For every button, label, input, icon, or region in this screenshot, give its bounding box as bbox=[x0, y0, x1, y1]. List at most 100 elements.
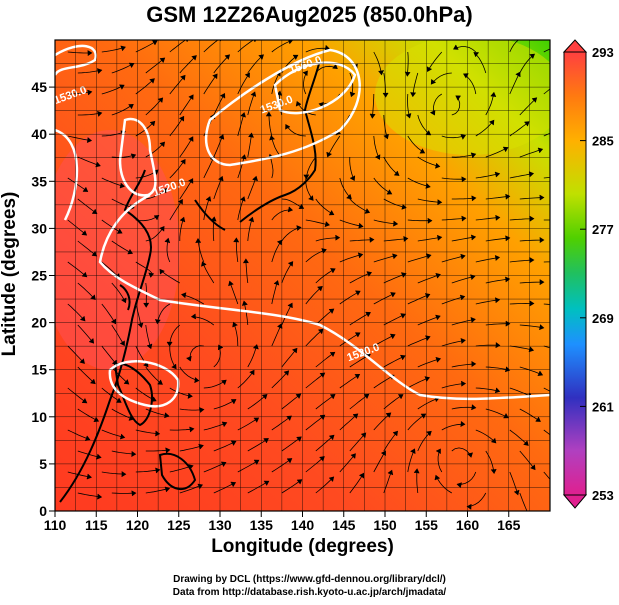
x-tick-label: 160 bbox=[456, 517, 480, 533]
streamline bbox=[77, 69, 102, 74]
streamline bbox=[203, 40, 219, 53]
x-axis-ticks: 110 115 120 125 130 135 140 145 150 155 160 165 bbox=[44, 511, 521, 533]
streamline bbox=[237, 196, 245, 221]
streamline bbox=[543, 48, 550, 53]
streamline-arrow bbox=[283, 370, 290, 376]
streamline bbox=[509, 302, 534, 305]
streamline-arrow bbox=[385, 412, 392, 418]
streamline-arrow bbox=[490, 91, 497, 98]
colorbar-bottom-arrow bbox=[562, 494, 588, 509]
streamline-arrow bbox=[326, 151, 332, 158]
streamline-arrow bbox=[224, 54, 231, 60]
streamline bbox=[543, 429, 550, 436]
streamline-arrow bbox=[128, 103, 134, 109]
streamline-arrow bbox=[164, 237, 171, 244]
streamline bbox=[383, 273, 407, 284]
streamline bbox=[67, 387, 87, 404]
streamline bbox=[383, 72, 387, 97]
streamline-arrow bbox=[365, 311, 371, 317]
y-tick-label: 25 bbox=[31, 268, 47, 284]
streamline bbox=[111, 366, 129, 385]
streamline-arrow bbox=[471, 195, 477, 202]
streamline-arrow bbox=[430, 110, 436, 116]
streamline bbox=[373, 254, 397, 263]
streamline-arrow bbox=[524, 121, 530, 127]
streamline-arrow bbox=[529, 257, 535, 263]
x-tick-label: 120 bbox=[126, 517, 150, 533]
streamline-arrow bbox=[240, 112, 246, 118]
streamline bbox=[441, 217, 466, 221]
streamline-arrow bbox=[523, 440, 529, 446]
streamline-arrow bbox=[430, 79, 436, 85]
y-tick-label: 30 bbox=[31, 220, 47, 236]
streamline-arrow bbox=[565, 507, 570, 512]
streamline bbox=[101, 219, 123, 234]
streamline-arrow bbox=[490, 468, 497, 475]
streamline bbox=[485, 450, 495, 474]
colorbar: 293 285 277 269 261 253 bbox=[562, 39, 614, 509]
streamline-arrow bbox=[398, 394, 404, 399]
streamline bbox=[509, 121, 530, 137]
streamline-arrow bbox=[489, 119, 495, 126]
streamline bbox=[383, 431, 398, 452]
streamline-arrow bbox=[318, 328, 324, 334]
streamline-arrow bbox=[505, 193, 511, 200]
streamline-arrow bbox=[459, 294, 466, 301]
streamline bbox=[519, 148, 543, 158]
streamline-arrow bbox=[494, 387, 501, 394]
streamline-arrow bbox=[248, 216, 254, 223]
streamline-arrow bbox=[293, 54, 299, 60]
streamline bbox=[373, 51, 382, 75]
streamline-arrow bbox=[504, 366, 511, 373]
streamline-arrow bbox=[180, 158, 186, 165]
streamline-arrow bbox=[148, 272, 155, 278]
streamline-arrow bbox=[159, 57, 166, 63]
streamline-arrow bbox=[212, 73, 218, 79]
streamline-arrow bbox=[218, 344, 224, 351]
streamline-arrow bbox=[425, 183, 431, 189]
streamline-arrow bbox=[539, 194, 545, 201]
streamline-arrow bbox=[86, 473, 92, 480]
streamline-arrow bbox=[361, 432, 367, 438]
streamline-arrow bbox=[393, 220, 399, 227]
streamline-arrow bbox=[157, 379, 163, 385]
streamline-arrow bbox=[80, 316, 86, 322]
streamline bbox=[543, 387, 550, 392]
streamline-arrow bbox=[460, 421, 466, 427]
streamline-arrow bbox=[91, 251, 98, 257]
streamline-arrow bbox=[116, 397, 122, 403]
streamline-arrow bbox=[228, 280, 234, 287]
colorbar-label: 285 bbox=[592, 134, 614, 149]
streamline bbox=[305, 219, 330, 226]
streamline-arrow bbox=[187, 393, 193, 399]
streamline-arrow bbox=[530, 464, 536, 471]
streamline bbox=[101, 471, 126, 475]
streamline-arrow bbox=[250, 91, 257, 97]
streamline-arrow bbox=[460, 134, 466, 140]
streamline-arrow bbox=[369, 113, 376, 119]
streamline-arrow bbox=[425, 335, 431, 341]
streamline-arrow bbox=[400, 313, 406, 319]
streamline-arrow bbox=[436, 448, 441, 454]
streamline-arrow bbox=[155, 430, 161, 437]
colorbar-label: 293 bbox=[592, 45, 614, 60]
streamline-arrow bbox=[539, 279, 545, 285]
y-axis-label: Latitude (degrees) bbox=[0, 191, 20, 357]
streamline-arrow bbox=[435, 163, 441, 169]
streamline-arrow bbox=[349, 91, 356, 98]
streamline-arrow bbox=[248, 132, 254, 138]
streamline bbox=[543, 88, 550, 95]
streamline-arrow bbox=[221, 461, 227, 467]
streamline-arrow bbox=[119, 433, 126, 440]
streamline-arrow bbox=[350, 453, 356, 459]
streamline-arrow bbox=[453, 44, 459, 50]
streamline bbox=[451, 197, 476, 200]
streamline-arrow bbox=[531, 97, 538, 103]
streamline bbox=[485, 366, 510, 371]
streamline bbox=[509, 429, 529, 446]
streamline-arrow bbox=[123, 379, 130, 385]
streamline bbox=[485, 147, 508, 158]
streamline-arrow bbox=[231, 399, 237, 405]
streamline bbox=[281, 303, 293, 326]
